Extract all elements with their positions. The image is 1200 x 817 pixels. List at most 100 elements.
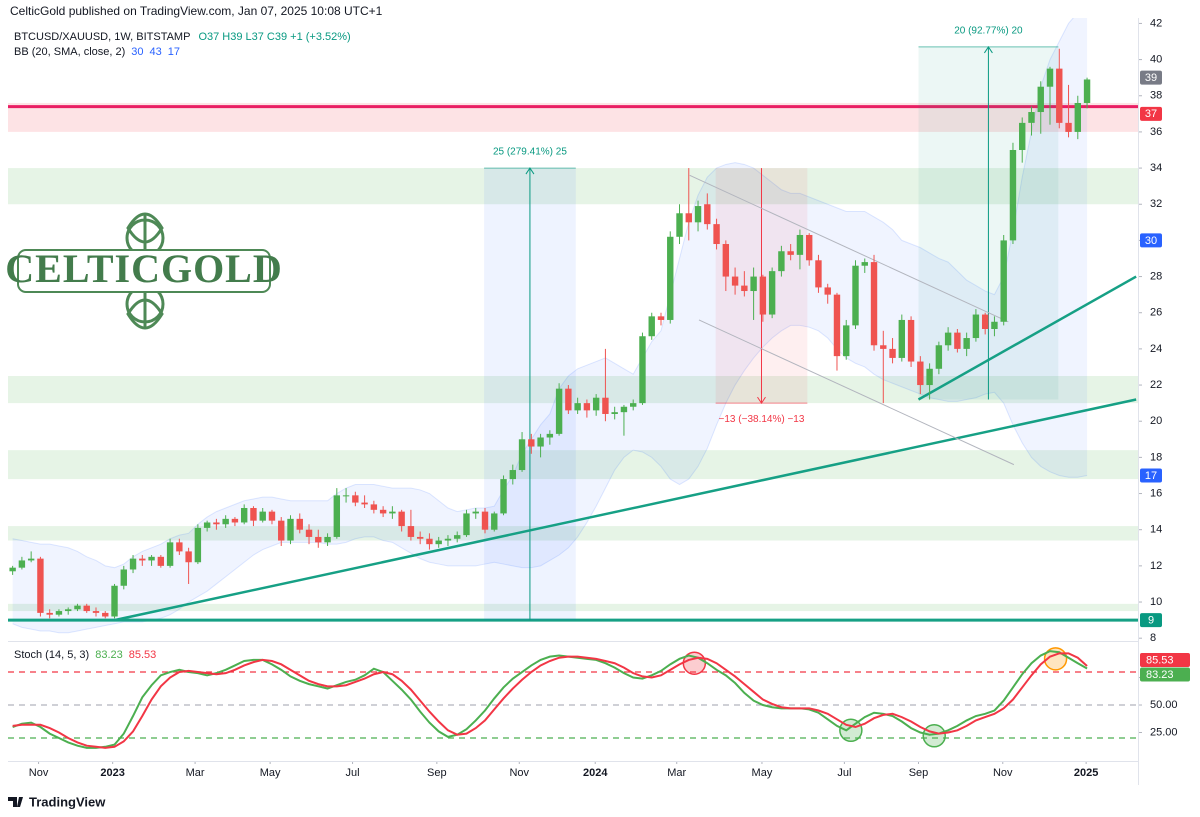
candle-body bbox=[231, 518, 239, 523]
measure-label: 20 (92.77%) 20 bbox=[954, 26, 1023, 37]
candle-body bbox=[833, 294, 841, 357]
x-tick-label: Sep bbox=[427, 767, 447, 779]
candle-body bbox=[370, 504, 378, 510]
candle-body bbox=[287, 518, 294, 541]
stoch-marker bbox=[922, 724, 946, 748]
candle-body bbox=[555, 388, 563, 434]
symbol: BTCUSD/XAUUSD, 1W, BITSTAMP bbox=[14, 31, 190, 43]
x-tick-label: May bbox=[260, 767, 281, 779]
candle-body bbox=[1009, 149, 1017, 241]
y-tick-label: 24 bbox=[1150, 343, 1162, 355]
publish-header: CelticGold published on TradingView.com,… bbox=[10, 4, 383, 18]
candle-body bbox=[74, 605, 81, 610]
candle-body bbox=[907, 319, 915, 362]
y-tick-label: 36 bbox=[1150, 126, 1162, 138]
candle-body bbox=[815, 260, 822, 288]
candle-body bbox=[37, 558, 44, 613]
candle-body bbox=[981, 314, 989, 329]
x-tick-label: Mar bbox=[186, 767, 205, 779]
x-tick-label: Mar bbox=[667, 767, 686, 779]
candle-body bbox=[148, 556, 155, 561]
stoch-k-value: 83.23 bbox=[95, 649, 123, 661]
candle-body bbox=[778, 251, 785, 272]
candle-body bbox=[657, 316, 665, 320]
candle-body bbox=[203, 522, 211, 528]
candle-body bbox=[592, 397, 600, 411]
x-tick-label: 2024 bbox=[583, 767, 608, 779]
stoch-legend: Stoch (14, 5, 3) 83.23 85.53 bbox=[14, 649, 156, 661]
y-tick-label: 34 bbox=[1150, 162, 1162, 174]
stoch-y-tick-label: 50.00 bbox=[1150, 699, 1178, 711]
candle-body bbox=[805, 234, 813, 261]
trendline bbox=[917, 275, 1137, 401]
bb-legend: BB (20, SMA, close, 2) 30 43 17 bbox=[14, 46, 180, 58]
trendline bbox=[698, 319, 1015, 466]
candle-body bbox=[213, 522, 220, 525]
candle-body bbox=[861, 262, 868, 266]
candle-body bbox=[435, 540, 442, 545]
candle-body bbox=[1019, 122, 1026, 150]
y-tick-label: 26 bbox=[1150, 307, 1162, 319]
trendline bbox=[689, 174, 1009, 323]
candle-body bbox=[120, 569, 127, 586]
price-badge bbox=[1140, 613, 1162, 628]
logo-text: CELTICGOLD bbox=[5, 246, 283, 291]
candle-body bbox=[491, 513, 498, 530]
candle-body bbox=[944, 332, 952, 346]
symbol-legend: BTCUSD/XAUUSD, 1W, BITSTAMP O37 H39 L37 C… bbox=[14, 31, 351, 43]
y-tick-label: 42 bbox=[1150, 17, 1162, 29]
candle-body bbox=[1028, 112, 1035, 123]
bb-lower: 17 bbox=[168, 46, 180, 58]
candle-body bbox=[1037, 86, 1044, 113]
candle-body bbox=[648, 316, 655, 337]
x-tick-label: May bbox=[752, 767, 773, 779]
candle-body bbox=[620, 406, 628, 413]
candle-body bbox=[27, 558, 35, 561]
candle-body bbox=[1074, 102, 1081, 132]
candle-body bbox=[500, 479, 507, 514]
candle-body bbox=[731, 276, 739, 286]
price-badge bbox=[1140, 468, 1162, 483]
zone bbox=[8, 603, 1138, 612]
price-badge bbox=[1140, 233, 1162, 248]
candle-body bbox=[342, 495, 350, 497]
stoch-pane bbox=[8, 647, 1138, 749]
ohlc: O37 H39 L37 C39 +1 (+3.52%) bbox=[198, 31, 350, 43]
candle-body bbox=[935, 345, 943, 369]
y-tick-label: 40 bbox=[1150, 53, 1162, 65]
candle-body bbox=[463, 513, 470, 536]
stoch-line bbox=[12, 650, 1088, 749]
footer: TradingView bbox=[8, 794, 106, 809]
bb-lower bbox=[12, 324, 1088, 634]
candle-body bbox=[639, 336, 646, 404]
y-tick-label: 10 bbox=[1150, 596, 1162, 608]
stoch-badge-label: 85.53 bbox=[1146, 654, 1174, 666]
candle-body bbox=[296, 518, 303, 530]
candle-body bbox=[250, 508, 257, 521]
x-tick-label: Sep bbox=[909, 767, 929, 779]
price-badge-label: 9 bbox=[1148, 615, 1154, 627]
price-badge-label: 17 bbox=[1145, 470, 1157, 482]
price-badge-label: 37 bbox=[1145, 108, 1157, 120]
candle-body bbox=[1065, 122, 1072, 132]
measure-label: 25 (279.41%) 25 bbox=[493, 147, 567, 158]
candle-body bbox=[129, 558, 137, 570]
candle-body bbox=[611, 412, 618, 414]
candle-body bbox=[694, 206, 702, 223]
stoch-badge bbox=[1140, 652, 1190, 667]
measure-label: −13 (−38.14%) −13 bbox=[719, 414, 805, 425]
y-tick-label: 18 bbox=[1150, 451, 1162, 463]
candle-body bbox=[583, 403, 591, 411]
candle-body bbox=[796, 234, 804, 255]
candle-body bbox=[852, 265, 859, 326]
candle-body bbox=[898, 319, 906, 358]
candle-body bbox=[379, 509, 387, 514]
candle-body bbox=[1046, 68, 1054, 87]
price-pane: 25 (279.41%) 25 −13 (−38.14%) −13 20 (92.7… bbox=[8, 18, 1138, 634]
candle-body bbox=[55, 611, 63, 615]
candle-body bbox=[1083, 79, 1091, 103]
x-tick-label: Jul bbox=[346, 767, 360, 779]
candle-body bbox=[843, 325, 850, 357]
